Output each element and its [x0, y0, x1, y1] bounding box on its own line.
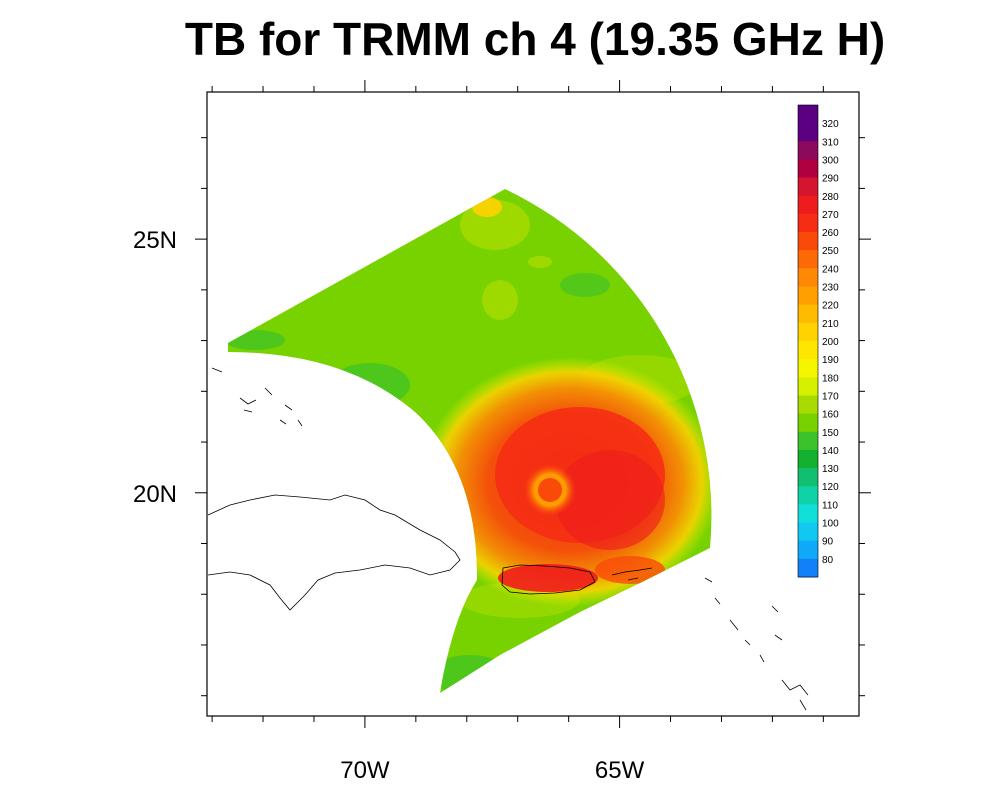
plot-frame	[206, 91, 860, 717]
colorbar-label: 320	[822, 119, 839, 130]
x-tick-label-1: 65W	[595, 757, 645, 784]
colorbar-swatch	[798, 322, 818, 342]
lesser-antilles	[704, 577, 809, 711]
brightness-swath	[228, 189, 712, 693]
y-tick-label-1: 20N	[133, 481, 177, 508]
colorbar-swatch	[798, 395, 818, 415]
colorbar-swatch	[798, 558, 818, 578]
colorbar-swatch	[798, 213, 818, 233]
chart-title: TB for TRMM ch 4 (19.35 GHz H)	[184, 13, 886, 65]
colorbar-frame	[797, 104, 819, 578]
colorbar-swatch	[798, 250, 818, 269]
colorbar-swatch	[798, 286, 818, 306]
colorbar-swatch	[798, 123, 818, 142]
colorbar-label: 180	[822, 373, 839, 384]
bahamas-islands	[211, 367, 303, 427]
y-tick-label-0: 25N	[133, 227, 177, 254]
colorbar-label: 290	[822, 174, 839, 185]
colorbar-swatch	[798, 486, 818, 505]
colorbar-label: 200	[822, 337, 839, 348]
colorbar-label: 110	[822, 500, 838, 511]
colorbar-swatch	[798, 359, 818, 378]
colorbar-swatch	[798, 468, 818, 487]
colorbar-label: 300	[822, 155, 839, 166]
colorbar-swatch	[798, 341, 818, 360]
colorbar-swatch	[798, 449, 818, 469]
x-tick-label-0: 70W	[340, 757, 390, 784]
coastlines	[207, 367, 809, 711]
colorbar-swatch	[798, 304, 818, 324]
colorbar-swatch	[798, 522, 818, 542]
colorbar-swatch	[798, 377, 818, 396]
tick-marks	[195, 80, 871, 728]
colorbar-label: 210	[822, 319, 839, 330]
colorbar-swatch	[798, 141, 818, 160]
colorbar-label: 190	[822, 355, 839, 366]
colorbar-label: 120	[822, 482, 839, 493]
colorbar: 320 310 300 290 280 270 260 250 240 230 220 210 200 1…	[797, 104, 839, 578]
colorbar-label: 230	[822, 283, 839, 294]
colorbar-label: 280	[822, 192, 839, 203]
colorbar-swatch	[798, 177, 818, 197]
colorbar-label: 80	[822, 555, 834, 566]
colorbar-swatch	[798, 413, 818, 433]
colorbar-label: 140	[822, 446, 839, 457]
colorbar-swatch	[798, 504, 818, 524]
colorbar-label: 270	[822, 210, 839, 221]
colorbar-swatch	[798, 159, 818, 179]
virgin-islands	[611, 567, 653, 581]
tick-labels: 70W 65W 25N 20N	[133, 227, 645, 784]
colorbar-label: 240	[822, 264, 839, 275]
colorbar-swatch	[798, 195, 818, 215]
colorbar-label: 170	[822, 391, 839, 402]
puerto-rico-coast	[501, 564, 596, 595]
colorbar-label: 250	[822, 246, 839, 257]
colorbar-label: 90	[822, 537, 834, 548]
colorbar-label: 310	[822, 137, 839, 148]
hispaniola-coast	[207, 494, 461, 611]
colorbar-swatch	[798, 540, 818, 560]
colorbar-label: 130	[822, 464, 839, 475]
colorbar-label: 100	[822, 519, 839, 530]
colorbar-swatch	[798, 105, 818, 124]
colorbar-swatch	[798, 431, 818, 451]
colorbar-label: 150	[822, 428, 839, 439]
colorbar-swatch	[798, 232, 818, 251]
colorbar-label: 160	[822, 410, 839, 421]
colorbar-label: 260	[822, 228, 839, 239]
colorbar-swatch	[798, 268, 818, 288]
colorbar-label: 220	[822, 301, 839, 312]
